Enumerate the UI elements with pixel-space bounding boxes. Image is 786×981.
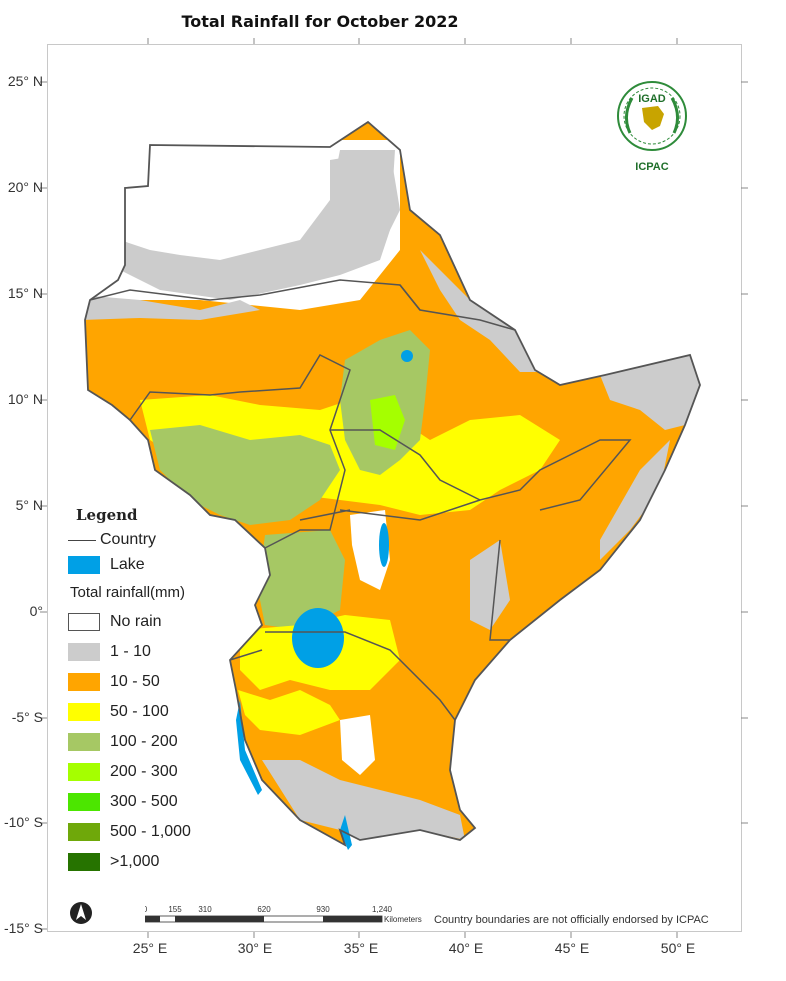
grey-south xyxy=(262,760,465,840)
lon-label-35e: 35° E xyxy=(343,940,379,956)
scale-tick-1240: 1,240 xyxy=(372,905,393,914)
legend-rainfall-heading: Total rainfall(mm) xyxy=(70,584,186,601)
boundary-disclaimer: Country boundaries are not officially en… xyxy=(434,914,709,926)
legend-class-swatch xyxy=(68,823,100,841)
lat-label-10s: -10° S xyxy=(3,814,43,830)
legend-country-row: Country xyxy=(68,530,248,550)
green-uganda xyxy=(258,530,345,630)
legend-class-swatch xyxy=(68,763,100,781)
lake-tana xyxy=(401,350,413,362)
lon-label-25e: 25° E xyxy=(132,940,168,956)
legend-class-label: 300 - 500 xyxy=(110,793,178,810)
lat-label-10n: 10° N xyxy=(7,391,43,407)
country-line-swatch xyxy=(68,539,96,541)
legend-class-label: 200 - 300 xyxy=(110,763,178,780)
legend-lake-row: Lake xyxy=(68,550,248,580)
yellow-south xyxy=(238,690,340,735)
legend-class-row: 500 - 1,000 xyxy=(68,817,248,847)
legend: Legend Country Lake Total rainfall(mm) N… xyxy=(68,506,248,877)
legend-class-row: 300 - 500 xyxy=(68,787,248,817)
legend-class-swatch xyxy=(68,613,100,631)
legend-class-row: 1 - 10 xyxy=(68,637,248,667)
light-rain-patch xyxy=(330,150,400,250)
country-borders xyxy=(89,279,632,721)
legend-class-label: 1 - 10 xyxy=(110,643,151,660)
light-rain-patch-2 xyxy=(85,295,260,320)
legend-country-label: Country xyxy=(100,531,157,548)
legend-class-swatch xyxy=(68,853,100,871)
logo-text-icpac: ICPAC xyxy=(635,161,668,173)
coast-grey xyxy=(420,250,540,372)
legend-class-label: 500 - 1,000 xyxy=(110,823,191,840)
light-rain-zone-north xyxy=(85,150,395,300)
lat-label-25n: 25° N xyxy=(7,73,43,89)
lat-label-15s: -15° S xyxy=(3,920,43,936)
scale-tick-0: 0 xyxy=(145,905,148,914)
north-arrow-icon xyxy=(69,901,93,925)
no-rain-patch-tanzania xyxy=(340,715,375,775)
legend-class-swatch xyxy=(68,793,100,811)
lake-turkana xyxy=(379,523,389,567)
legend-class-label: >1,000 xyxy=(110,853,160,870)
legend-class-swatch xyxy=(68,733,100,751)
scale-tick-930: 930 xyxy=(316,905,330,914)
legend-class-swatch xyxy=(68,703,100,721)
lat-label-0: 0° xyxy=(29,603,43,619)
lat-label-5s: -5° S xyxy=(11,709,43,725)
region-outline xyxy=(84,120,701,847)
very-heavy-patch xyxy=(370,395,405,450)
legend-lake-label: Lake xyxy=(110,556,145,573)
lake-swatch xyxy=(68,556,100,574)
lon-label-45e: 45° E xyxy=(554,940,590,956)
scale-tick-620: 620 xyxy=(257,905,271,914)
legend-class-label: 100 - 200 xyxy=(110,733,178,750)
legend-class-swatch xyxy=(68,673,100,691)
heavy-rain-belt-west xyxy=(150,425,340,525)
igad-icpac-logo: IGAD ICPAC xyxy=(612,78,692,178)
lon-label-50e: 50° E xyxy=(660,940,696,956)
legend-class-row: 50 - 100 xyxy=(68,697,248,727)
legend-class-swatch xyxy=(68,643,100,661)
legend-title: Legend xyxy=(76,506,138,524)
lon-label-30e: 30° E xyxy=(237,940,273,956)
moderate-rain-belt xyxy=(140,395,560,515)
graticule-ticks xyxy=(40,38,748,938)
lat-label-5n: 5° N xyxy=(15,497,43,513)
map-title: Total Rainfall for October 2022 xyxy=(181,12,459,31)
scale-tick-155: 155 xyxy=(168,905,182,914)
lake-victoria xyxy=(292,608,344,668)
no-rain-patch-kenya xyxy=(350,510,390,590)
legend-class-row: No rain xyxy=(68,607,248,637)
legend-classes: No rain 1 - 10 10 - 50 50 - 100 100 - 200 200… xyxy=(68,607,248,877)
grey-patch-east xyxy=(470,540,510,630)
scale-bar: 0 155 310 620 930 1,240 Kilometers xyxy=(143,903,422,933)
lat-label-20n: 20° N xyxy=(7,179,43,195)
lat-label-15n: 15° N xyxy=(7,285,43,301)
legend-class-row: >1,000 xyxy=(68,847,248,877)
legend-class-row: 10 - 50 xyxy=(68,667,248,697)
legend-class-label: No rain xyxy=(110,613,162,630)
legend-class-label: 10 - 50 xyxy=(110,673,160,690)
horn-grey xyxy=(600,355,700,430)
coast-grey-east xyxy=(600,440,670,560)
legend-class-row: 100 - 200 xyxy=(68,727,248,757)
legend-class-label: 50 - 100 xyxy=(110,703,169,720)
legend-class-row: 200 - 300 xyxy=(68,757,248,787)
scale-tick-310: 310 xyxy=(198,905,212,914)
logo-text-igad: IGAD xyxy=(638,93,666,105)
lon-label-40e: 40° E xyxy=(448,940,484,956)
scale-unit: Kilometers xyxy=(384,915,422,924)
